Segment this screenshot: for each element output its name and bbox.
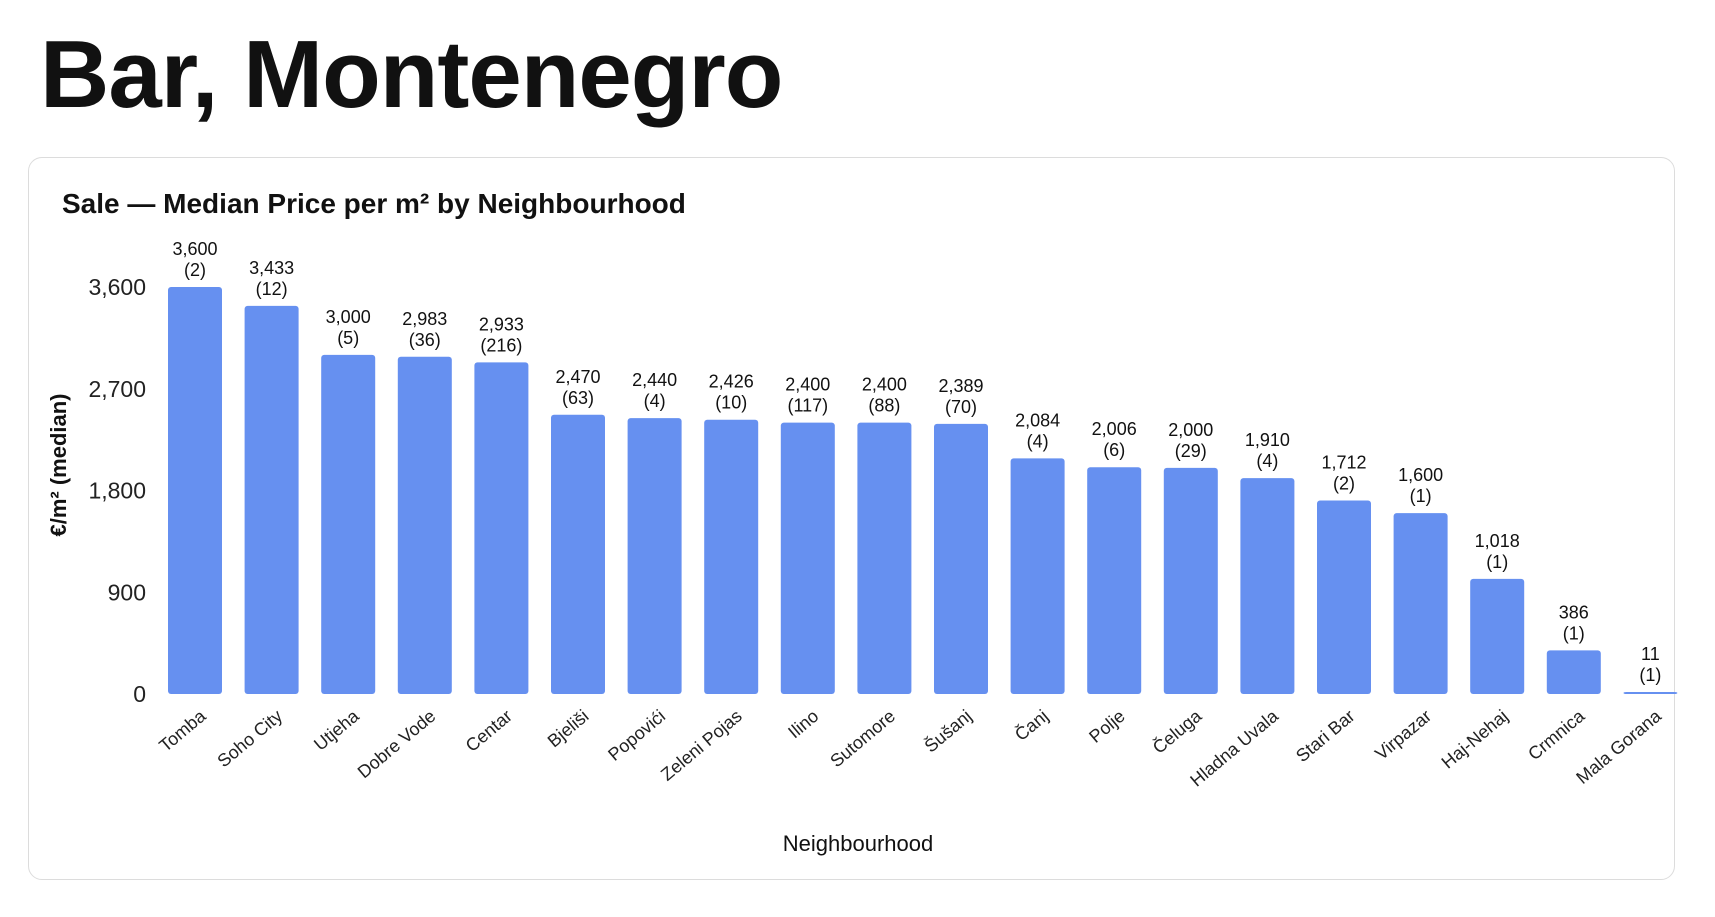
bar: [1010, 458, 1065, 694]
bar: [168, 287, 222, 694]
x-tick-label: Utjeha: [310, 705, 363, 754]
x-tick-label: Soho City: [214, 706, 287, 771]
bar: [474, 362, 529, 694]
x-tick-label: Sutomore: [826, 706, 899, 771]
x-tick-label: Crmnica: [1524, 705, 1589, 764]
x-tick-label: Tomba: [155, 705, 210, 756]
data-label-count: (88): [868, 396, 900, 416]
x-axis-label: Neighbourhood: [783, 831, 933, 856]
data-label-value: 2,426: [709, 372, 754, 392]
data-label-count: (6): [1103, 440, 1125, 460]
data-label-count: (2): [184, 260, 206, 280]
bar: [551, 414, 605, 694]
x-tick-label: Ilino: [784, 706, 822, 743]
x-tick-label: Centar: [462, 706, 516, 756]
bar: [244, 305, 299, 694]
data-label-value: 3,000: [326, 307, 371, 327]
data-label-count: (2): [1333, 473, 1355, 493]
x-tick-label: Zeleni Pojas: [657, 706, 746, 785]
x-tick-label: Popovići: [604, 706, 669, 765]
bar: [1317, 500, 1371, 694]
bar: [1087, 467, 1142, 694]
x-tick-label: Stari Bar: [1292, 706, 1359, 766]
data-label-count: (1): [1410, 486, 1432, 506]
data-label-value: 2,400: [862, 375, 907, 395]
y-tick-label: 2,700: [88, 376, 146, 402]
data-label-value: 3,600: [172, 239, 217, 259]
x-tick-label: Čeluga: [1148, 704, 1206, 757]
data-label-count: (216): [480, 335, 522, 355]
data-label-value: 1,018: [1475, 531, 1520, 551]
data-label-value: 3,433: [249, 258, 294, 278]
x-tick-label: Dobre Vode: [354, 706, 440, 782]
bar: [780, 422, 835, 694]
data-label-count: (1): [1486, 552, 1508, 572]
data-label-value: 11: [1641, 644, 1660, 664]
x-tick-label: Čanj: [1010, 705, 1052, 745]
bar: [1163, 467, 1218, 694]
data-label-value: 1,600: [1398, 465, 1443, 485]
page-title: Bar, Montenegro: [40, 21, 783, 128]
bar: [1546, 650, 1601, 694]
data-label-value: 2,470: [555, 367, 600, 387]
x-tick-label: Haj-Nehaj: [1438, 706, 1512, 773]
data-label-value: 2,983: [402, 309, 447, 329]
data-label-count: (1): [1563, 623, 1585, 643]
data-label-count: (10): [715, 393, 747, 413]
data-label-count: (1): [1639, 665, 1661, 685]
data-label-count: (117): [787, 396, 828, 416]
data-label-value: 2,440: [632, 370, 677, 390]
y-tick-label: 0: [133, 681, 146, 707]
data-label-count: (36): [409, 330, 441, 350]
data-label-count: (12): [256, 279, 288, 299]
bar: [397, 356, 452, 694]
data-label-count: (5): [337, 328, 359, 348]
data-label-count: (4): [1256, 451, 1278, 471]
chart-title: Sale — Median Price per m² by Neighbourh…: [62, 188, 686, 219]
data-label-value: 1,910: [1245, 430, 1290, 450]
data-label-value: 2,000: [1168, 420, 1213, 440]
data-label-value: 2,084: [1015, 410, 1060, 430]
bar: [1393, 513, 1448, 694]
data-label-count: (63): [562, 388, 594, 408]
bar: [1240, 478, 1295, 694]
y-tick-label: 3,600: [88, 274, 146, 300]
x-tick-label: Šušanj: [920, 705, 976, 756]
y-axis-ticks: 0 900 1,800 2,700 3,600: [88, 274, 146, 707]
bar: [1623, 692, 1678, 694]
data-label-value: 2,400: [785, 375, 830, 395]
data-label-value: 2,389: [938, 376, 983, 396]
data-label-count: (4): [644, 391, 666, 411]
data-label-count: (70): [945, 397, 977, 417]
data-label-value: 2,006: [1092, 419, 1137, 439]
y-tick-label: 1,800: [88, 478, 146, 504]
bar: [1470, 578, 1525, 694]
bars: [168, 287, 1678, 694]
x-tick-label: Virpazar: [1371, 706, 1435, 764]
bar: [857, 422, 912, 694]
y-tick-label: 900: [108, 579, 146, 605]
bar: [321, 354, 376, 694]
x-tick-label: Mala Gorana: [1572, 705, 1665, 788]
data-label-count: (4): [1027, 431, 1049, 451]
x-tick-label: Bjeliši: [544, 706, 593, 752]
data-labels: 3,600(2) 3,433(12)3,000(5)2,983(36)2,933(…: [172, 239, 1661, 685]
data-label-value: 2,933: [479, 314, 524, 334]
bar: [934, 423, 988, 694]
bar: [704, 419, 759, 694]
data-label-value: 1,712: [1321, 452, 1366, 472]
data-label-value: 386: [1559, 602, 1589, 622]
data-label-count: (29): [1175, 441, 1207, 461]
bar: [627, 418, 682, 694]
x-tick-label: Polje: [1085, 706, 1129, 747]
y-axis-label: €/m² (median): [46, 393, 71, 536]
